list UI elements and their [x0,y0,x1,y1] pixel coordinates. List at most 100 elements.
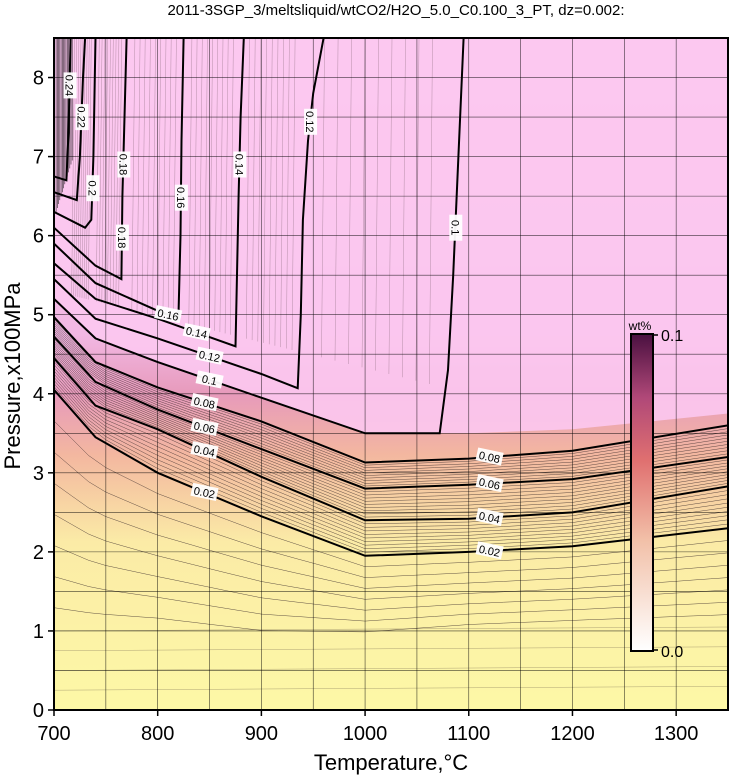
y-tick-label: 2 [33,542,44,564]
x-axis-ticks: 700 800 900 1000 1100 1200 1300 [37,710,698,745]
contour-label: 0.16 [174,187,186,208]
thin-contour [101,38,106,303]
contour-line [54,38,87,202]
thin-contour [173,38,177,321]
colorbar-gradient [630,333,654,652]
contour-label-bg [195,346,224,365]
thin-contour [107,38,111,305]
thin-contour [204,38,208,329]
thin-contour [402,38,406,378]
contour-label: 0.14 [185,325,208,341]
thin-contour [219,38,224,333]
contour-label-bg [115,224,129,251]
plot-frame [53,37,729,711]
thin-contour [54,545,728,611]
contour-label: 0.12 [303,111,315,132]
thin-contour [263,38,267,343]
thin-contour [334,38,339,361]
thin-contour [193,38,198,326]
y-axis-label: Pressure,x100MPa [0,282,25,470]
thin-contour [54,332,728,484]
contour-label: 0.24 [63,75,75,96]
y-tick-label: 5 [33,305,44,327]
thin-contour [110,38,114,305]
contour-label-group: 0.1 [195,370,224,389]
contour-label: 0.02 [478,544,501,560]
contour-label-bg [154,305,183,324]
contour-label-bg [190,441,219,460]
colorbar-unit: wt% [628,319,652,333]
thin-contour [131,38,136,311]
y-tick-label: 3 [33,463,44,485]
contour-line [54,357,728,522]
contour-label-group: 0.2 [85,175,100,202]
contour-label-group: 0.08 [190,393,219,412]
contour-label-bg [63,72,77,99]
thin-contour [269,38,273,345]
contour-line [54,389,728,557]
contour-label-bg [195,370,224,389]
thin-contour [54,347,728,505]
contour-label: 0.22 [75,106,87,127]
contour-label: 0.06 [478,476,501,492]
thin-contour [54,626,728,632]
contour-label-group: 0.12 [195,346,224,365]
thin-contour [136,38,141,312]
thin-contour [54,330,728,482]
thin-contour [230,38,234,335]
contour-line [54,316,728,464]
contour-label-group: 0.1 [448,214,463,241]
thin-contour [54,482,728,589]
thin-contour [54,320,728,469]
thin-contour [54,514,728,600]
contour-label: 0.08 [192,396,215,412]
x-tick-label: 800 [141,723,174,745]
contour-label-bg [475,541,504,560]
thin-contour [157,38,161,317]
thin-contour [98,38,103,303]
contour-label-group: 0.06 [190,417,219,436]
contour-label-group: 0.24 [63,72,77,99]
x-tick-label: 1200 [550,723,595,745]
thin-contour [54,367,728,532]
contour-label-group: 0.14 [232,151,247,178]
thin-contour [257,38,262,342]
thin-contour [280,38,284,348]
thin-contour [104,38,108,304]
contour-label-group: 0.14 [182,322,211,342]
thin-contour [54,576,728,622]
thin-contour [54,334,728,487]
x-tick-label: 700 [37,723,70,745]
contour-label-bg [304,108,318,135]
contour-label: 0.04 [478,510,501,526]
contour-label-group: 0.22 [75,104,89,131]
contour-label: 0.04 [192,444,215,460]
y-tick-label: 6 [33,226,44,248]
thin-contour [88,38,92,300]
contour-label-bg [190,393,219,412]
thin-contour [199,38,203,328]
thin-contour [54,343,728,499]
thin-contour [167,38,172,320]
contour-label: 0.14 [232,154,244,175]
thin-contour [291,38,296,351]
thin-contour [54,451,728,578]
thin-contour [214,38,218,331]
contour-label: 0.02 [192,485,215,501]
contour-label-bg [475,507,504,526]
y-tick-label: 7 [33,147,44,169]
contour-label: 0.06 [192,420,215,436]
contour-label-bg [86,175,100,202]
thin-contour [112,38,117,306]
contour-label-group: 0.16 [154,305,183,324]
y-tick-label: 8 [33,68,44,90]
contour-label: 0.16 [156,308,179,324]
thin-contour [54,373,728,539]
contour-line [54,38,245,348]
thin-contour [54,355,728,518]
contour-label-bg [75,104,89,131]
contour-label-group: 0.04 [190,441,219,460]
contour-label-group: 0.04 [475,507,504,526]
thin-contour [147,38,151,315]
